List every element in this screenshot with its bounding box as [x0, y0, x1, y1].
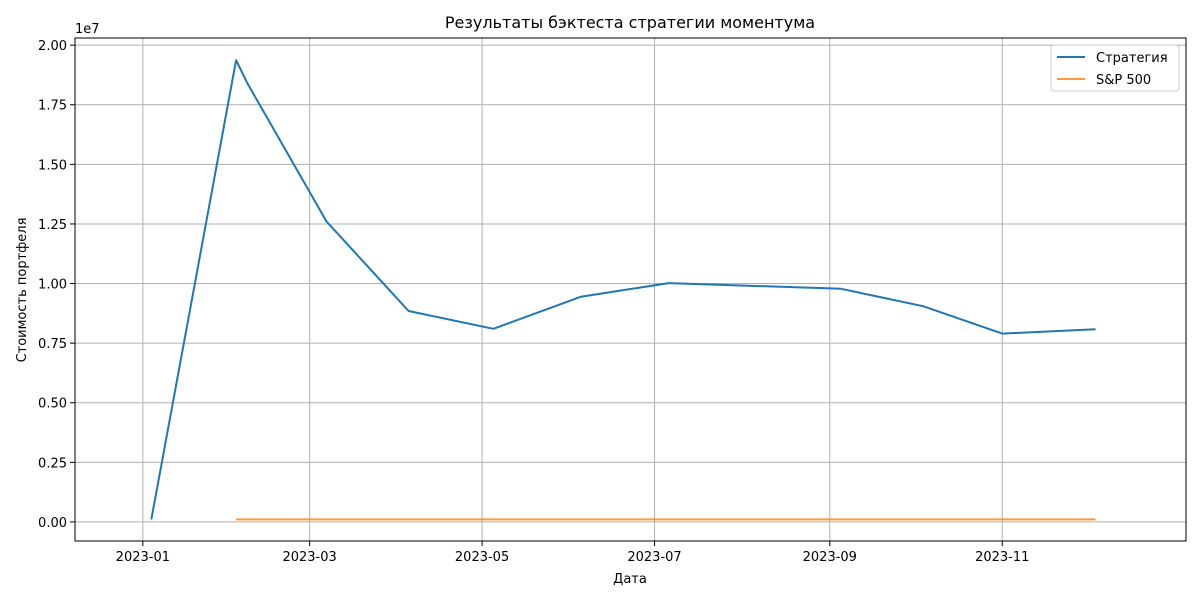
- x-tick-label: 2023-11: [975, 550, 1029, 565]
- y-tick-label: 0.50: [38, 397, 67, 412]
- x-axis-ticks: 2023-01 2023-03 2023-05 2023-07 2023-09 2023-…: [116, 541, 1029, 565]
- x-tick-label: 2023-05: [455, 550, 509, 565]
- y-tick-label: 1.25: [38, 218, 67, 233]
- plot-frame: [74, 37, 1187, 542]
- y-axis-ticks: 0.00 0.25 0.50 0.75 1.00 1.25 1.50 1.75 2.00: [38, 39, 75, 531]
- x-tick-label: 2023-09: [803, 550, 857, 565]
- legend-label: Стратегия: [1096, 51, 1168, 66]
- x-axis-label: Дата: [613, 572, 647, 587]
- y-axis-label: Стоимость портфеля: [15, 218, 30, 363]
- y-multiplier-label: 1e7: [75, 22, 100, 37]
- y-tick-label: 1.50: [38, 158, 67, 173]
- y-tick-label: 0.75: [38, 337, 67, 352]
- series-line-1: [150, 59, 1096, 520]
- x-tick-label: 2023-03: [282, 550, 336, 565]
- chart-title: Результаты бэктеста стратегии моментума: [445, 13, 815, 32]
- series-layer: [150, 59, 1096, 521]
- x-tick-label: 2023-01: [116, 550, 170, 565]
- grid: [75, 38, 1186, 541]
- y-tick-label: 2.00: [38, 39, 67, 54]
- legend-label: S&P 500: [1096, 73, 1151, 88]
- y-tick-label: 0.25: [38, 456, 67, 471]
- x-tick-label: 2023-07: [627, 550, 681, 565]
- y-tick-label: 1.75: [38, 99, 67, 114]
- y-tick-label: 1.00: [38, 278, 67, 293]
- legend: Стратегия S&P 500: [1050, 44, 1180, 92]
- y-tick-label: 0.00: [38, 516, 67, 531]
